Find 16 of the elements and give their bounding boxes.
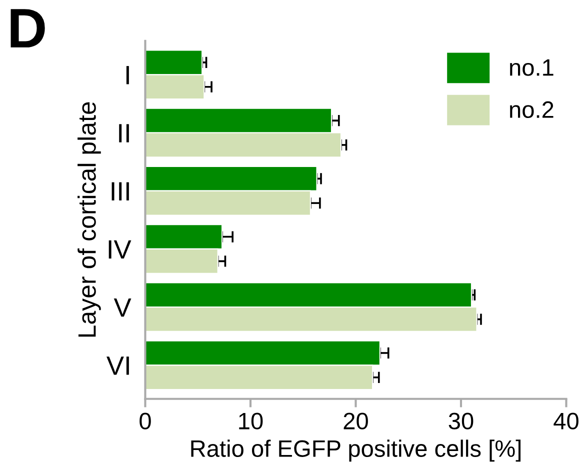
y-tick-label: II [119, 124, 129, 142]
y-axis-title: Layer of cortical plate [78, 102, 101, 337]
x-tick-label: 10 [239, 412, 263, 430]
x-tick-label: 0 [140, 412, 151, 430]
y-tick-label: IV [108, 240, 132, 259]
x-axis-title: Ratio of EGFP positive cells [%] [191, 440, 521, 462]
chart-title: D [10, 9, 45, 48]
legend-label: no.1 [510, 59, 554, 76]
x-tick-label: 40 [554, 412, 578, 430]
y-tick-label: VI [106, 356, 129, 375]
x-tick-label: 30 [448, 412, 474, 430]
y-tick-label: III [112, 182, 129, 200]
y-tick-label: I [126, 66, 129, 84]
x-tick-label: 20 [344, 412, 368, 430]
y-tick-label: V [114, 298, 132, 317]
legend-label: no.2 [510, 101, 554, 118]
